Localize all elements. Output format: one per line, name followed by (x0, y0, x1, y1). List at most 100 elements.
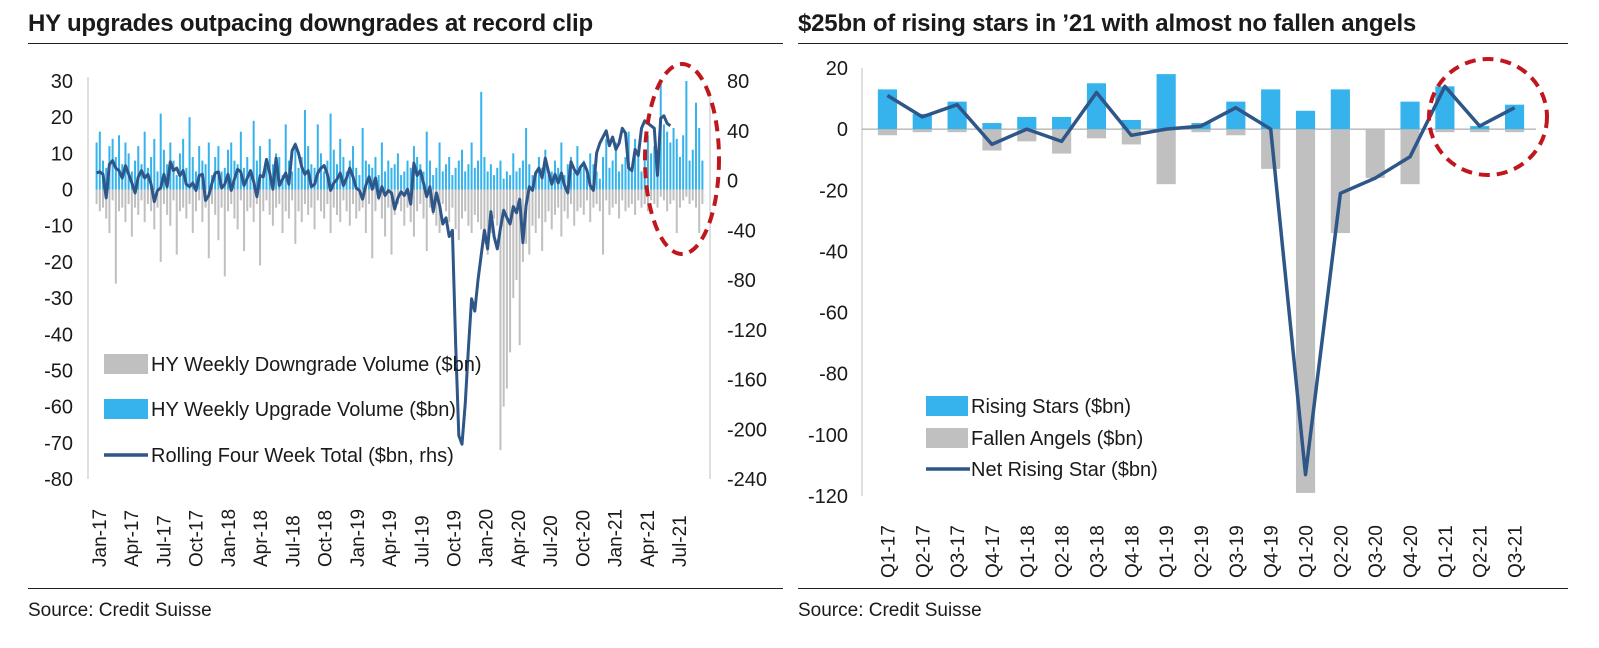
left-chart-title: HY upgrades outpacing downgrades at reco… (28, 10, 593, 37)
rising-stars-bar (1400, 101, 1420, 130)
upgrade-bar (255, 160, 258, 190)
downgrade-bar (557, 189, 560, 208)
downgrade-bar (541, 189, 544, 252)
downgrade-bar (390, 189, 393, 255)
upgrade-bar (268, 138, 271, 190)
right-y-tick-label: -160 (727, 370, 767, 392)
downgrade-bar (640, 189, 643, 208)
upgrade-bar (477, 160, 480, 190)
highlight-ellipse (1427, 57, 1549, 177)
downgrade-bar (156, 189, 159, 208)
downgrade-bar (416, 189, 419, 212)
upgrade-bar (515, 171, 518, 190)
downgrade-bar (339, 189, 342, 223)
downgrade-bar (198, 189, 201, 201)
upgrade-bar (191, 156, 194, 190)
downgrade-bar (666, 189, 669, 212)
legend-label: Rising Stars ($bn) (971, 396, 1131, 418)
upgrade-bar (371, 167, 374, 190)
upgrade-bar (230, 142, 233, 190)
legend-label: HY Weekly Upgrade Volume ($bn) (151, 399, 456, 421)
downgrade-bar (287, 189, 290, 219)
y-tick-label: -120 (808, 486, 848, 508)
downgrade-bar (569, 189, 572, 205)
legend-label: Rolling Four Week Total ($bn, rhs) (151, 445, 454, 467)
upgrade-bar (688, 160, 691, 190)
downgrade-bar (172, 189, 175, 201)
x-tick-label: Oct-18 (316, 510, 337, 567)
legend-label: Fallen Angels ($bn) (971, 428, 1143, 450)
downgrade-bar (368, 189, 371, 205)
upgrade-bar (175, 175, 178, 190)
upgrade-bar (358, 175, 361, 190)
downgrade-bar (146, 189, 149, 205)
upgrade-bar (223, 167, 226, 190)
upgrade-bar (387, 160, 390, 190)
upgrade-bar (614, 142, 617, 190)
downgrade-bar (319, 189, 322, 212)
upgrade-bar (438, 142, 441, 190)
upgrade-bar (291, 171, 294, 190)
upgrade-bar (605, 138, 608, 190)
x-tick-label: Q2-21 (1471, 525, 1492, 578)
upgrade-bar (98, 131, 101, 190)
downgrade-bar (118, 189, 121, 212)
upgrade-bar (486, 171, 489, 190)
upgrade-bar (406, 160, 409, 190)
fallen-angels-bar (1191, 129, 1211, 133)
downgrade-bar (448, 189, 451, 223)
x-tick-label: Q1-19 (1157, 525, 1178, 578)
upgrade-bar (352, 146, 355, 190)
downgrade-bar (480, 189, 483, 230)
fallen-angels-bar (1504, 129, 1525, 133)
right-title-rule (798, 43, 1568, 44)
upgrade-bar (419, 164, 422, 190)
upgrade-bar (396, 153, 399, 190)
upgrade-bar (265, 167, 268, 190)
downgrade-bar (166, 189, 169, 215)
right-y-tick-label: -200 (727, 419, 767, 441)
x-tick-label: Jan-20 (477, 509, 498, 567)
upgrade-bar (509, 175, 512, 190)
downgrade-bar (159, 189, 162, 262)
downgrade-bar (608, 189, 611, 215)
downgrade-bar (252, 189, 255, 223)
upgrade-bar (294, 142, 297, 190)
downgrade-bar (239, 189, 242, 201)
upgrade-bar (249, 175, 252, 190)
upgrade-bar (377, 175, 380, 190)
upgrade-bar (207, 142, 210, 190)
upgrade-bar (582, 160, 585, 190)
y-tick-label: -100 (808, 425, 848, 447)
x-tick-label: Q2-20 (1331, 525, 1352, 578)
upgrade-bar (586, 175, 589, 190)
downgrade-bar (275, 189, 278, 208)
legend-swatch-fallen (926, 428, 968, 448)
legend-swatch-rising (926, 396, 968, 416)
upgrade-bar (701, 160, 704, 190)
downgrade-bar (502, 189, 505, 407)
downgrade-bar (602, 189, 605, 255)
downgrade-bar (246, 189, 249, 212)
x-tick-label: Q3-18 (1087, 525, 1108, 578)
downgrade-bar (300, 189, 303, 223)
x-tick-label: Q4-17 (983, 525, 1004, 578)
upgrade-bar (172, 160, 175, 190)
downgrade-bar (701, 189, 704, 205)
upgrade-bar (400, 175, 403, 190)
upgrade-bar (188, 117, 191, 190)
downgrade-bar (589, 189, 592, 223)
downgrade-bar (461, 189, 464, 219)
x-tick-label: Jan-21 (606, 509, 627, 567)
upgrade-bar (672, 128, 675, 190)
downgrade-bar (291, 189, 294, 201)
left-y-tick-label: 20 (51, 107, 73, 129)
upgrade-bar (162, 149, 165, 190)
upgrade-bar (675, 138, 678, 190)
x-tick-label: Q3-17 (948, 525, 969, 578)
upgrade-bar (403, 171, 406, 190)
upgrade-bar (454, 167, 457, 190)
downgrade-bar (114, 189, 117, 284)
y-tick-label: -40 (819, 241, 848, 263)
legend-label: Net Rising Star ($bn) (971, 459, 1158, 481)
